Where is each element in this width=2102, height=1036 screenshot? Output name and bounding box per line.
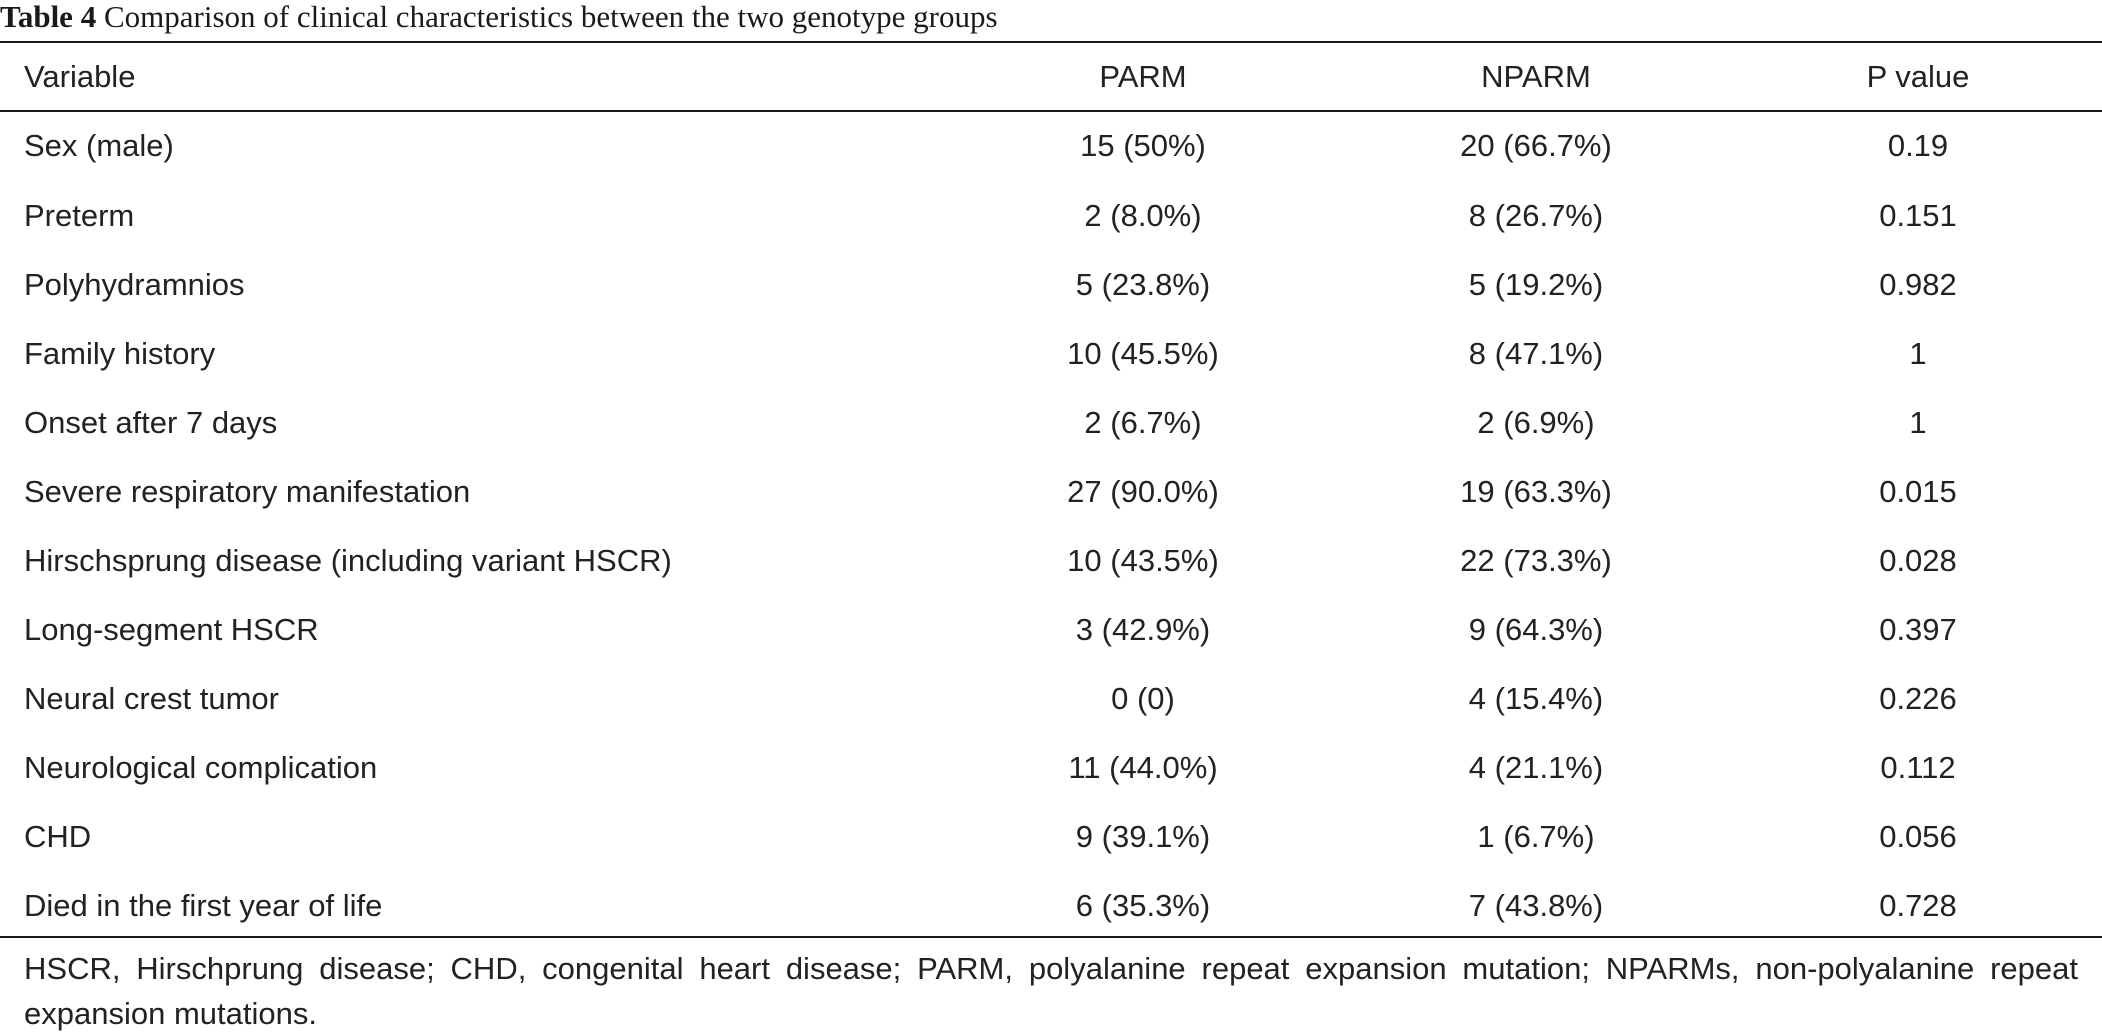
table-row: Long-segment HSCR 3 (42.9%) 9 (64.3%) 0.397 [0, 595, 2102, 664]
cell-nparm: 20 (66.7%) [1460, 128, 1612, 163]
cell-parm: 2 (8.0%) [1084, 197, 1202, 233]
table-caption-text: Comparison of clinical characteristics b… [103, 0, 998, 34]
cell-variable: Neurological complication [24, 749, 378, 785]
cell-parm: 10 (45.5%) [1067, 335, 1219, 371]
table-row: Polyhydramnios 5 (23.8%) 5 (19.2%) 0.982 [0, 250, 2102, 319]
cell-p-value: 0.226 [1879, 680, 1957, 716]
table-row: CHD 9 (39.1%) 1 (6.7%) 0.056 [0, 802, 2102, 871]
table-top-rule [0, 41, 2102, 43]
cell-p-value: 0.728 [1879, 887, 1957, 923]
header-variable: Variable [24, 59, 136, 94]
table-row: Family history 10 (45.5%) 8 (47.1%) 1 [0, 319, 2102, 388]
table-row: Neurological complication 11 (44.0%) 4 (21… [0, 733, 2102, 802]
cell-p-value: 0.151 [1879, 197, 1957, 233]
cell-variable: Family history [24, 335, 216, 371]
cell-nparm: 8 (26.7%) [1468, 197, 1604, 233]
cell-variable: CHD [24, 818, 92, 854]
cell-p-value: 0.397 [1879, 611, 1957, 647]
cell-variable: Polyhydramnios [24, 266, 245, 302]
cell-nparm: 5 (19.2%) [1468, 266, 1604, 302]
cell-variable: Preterm [24, 197, 135, 233]
cell-nparm: 9 (64.3%) [1468, 611, 1604, 647]
cell-variable: Sex (male) [24, 128, 174, 163]
cell-variable: Neural crest tumor [24, 680, 279, 716]
cell-variable: Long-segment HSCR [24, 611, 319, 647]
cell-nparm: 2 (6.9%) [1477, 404, 1595, 440]
cell-nparm: 8 (47.1%) [1468, 335, 1604, 371]
table-row: Sex (male) 15 (50%) 20 (66.7%) 0.19 [0, 111, 2102, 181]
cell-p-value: 0.015 [1879, 473, 1957, 509]
header-p-value: P value [1866, 59, 1970, 94]
cell-variable: Severe respiratory manifestation [24, 473, 471, 509]
table-caption: Table 4 Comparison of clinical character… [0, 0, 998, 40]
clinical-characteristics-table: Variable PARM NPARM P value Sex (male) 15… [0, 43, 2102, 940]
cell-p-value: 0.028 [1879, 542, 1957, 578]
cell-parm: 27 (90.0%) [1067, 473, 1219, 509]
cell-parm: 2 (6.7%) [1084, 404, 1202, 440]
table-row: Hirschsprung disease (including variant … [0, 526, 2102, 595]
table-row: Neural crest tumor 0 (0) 4 (15.4%) 0.226 [0, 664, 2102, 733]
table-row: Died in the first year of life 6 (35.3%) 7… [0, 871, 2102, 940]
table-header-rule [0, 110, 2102, 112]
table-bottom-rule [0, 936, 2102, 938]
cell-parm: 9 (39.1%) [1075, 818, 1211, 854]
cell-parm: 0 (0) [1111, 680, 1175, 716]
table-row: Onset after 7 days 2 (6.7%) 2 (6.9%) 1 [0, 388, 2102, 457]
cell-p-value: 0.19 [1887, 128, 1949, 163]
cell-nparm: 4 (21.1%) [1468, 749, 1604, 785]
cell-nparm: 1 (6.7%) [1477, 818, 1595, 854]
cell-nparm: 4 (15.4%) [1468, 680, 1604, 716]
cell-p-value: 1 [1909, 335, 1927, 371]
cell-parm: 3 (42.9%) [1075, 611, 1211, 647]
cell-variable: Onset after 7 days [24, 404, 278, 440]
cell-p-value: 0.982 [1879, 266, 1957, 302]
cell-parm: 10 (43.5%) [1067, 542, 1219, 578]
table-body: Sex (male) 15 (50%) 20 (66.7%) 0.19 Preterm 2… [0, 111, 2102, 940]
cell-p-value: 0.112 [1880, 749, 1956, 785]
cell-nparm: 22 (73.3%) [1460, 542, 1612, 578]
cell-parm: 6 (35.3%) [1075, 887, 1211, 923]
header-nparm: NPARM [1481, 59, 1591, 94]
cell-p-value: 1 [1909, 404, 1927, 440]
cell-variable: Hirschsprung disease (including variant … [24, 542, 672, 578]
cell-nparm: 7 (43.8%) [1468, 887, 1604, 923]
table-footnote: HSCR, Hirschprung disease; CHD, congenit… [24, 951, 2078, 1031]
table-header-row: Variable PARM NPARM P value [0, 43, 2102, 111]
table-caption-label: Table 4 [0, 0, 97, 34]
cell-parm: 15 (50%) [1080, 128, 1206, 163]
table-row: Preterm 2 (8.0%) 8 (26.7%) 0.151 [0, 181, 2102, 250]
table-row: Severe respiratory manifestation 27 (90.0… [0, 457, 2102, 526]
header-parm: PARM [1099, 59, 1187, 94]
cell-parm: 11 (44.0%) [1068, 749, 1218, 785]
cell-parm: 5 (23.8%) [1075, 266, 1211, 302]
cell-nparm: 19 (63.3%) [1460, 473, 1612, 509]
cell-p-value: 0.056 [1879, 818, 1957, 854]
cell-variable: Died in the first year of life [24, 887, 383, 923]
